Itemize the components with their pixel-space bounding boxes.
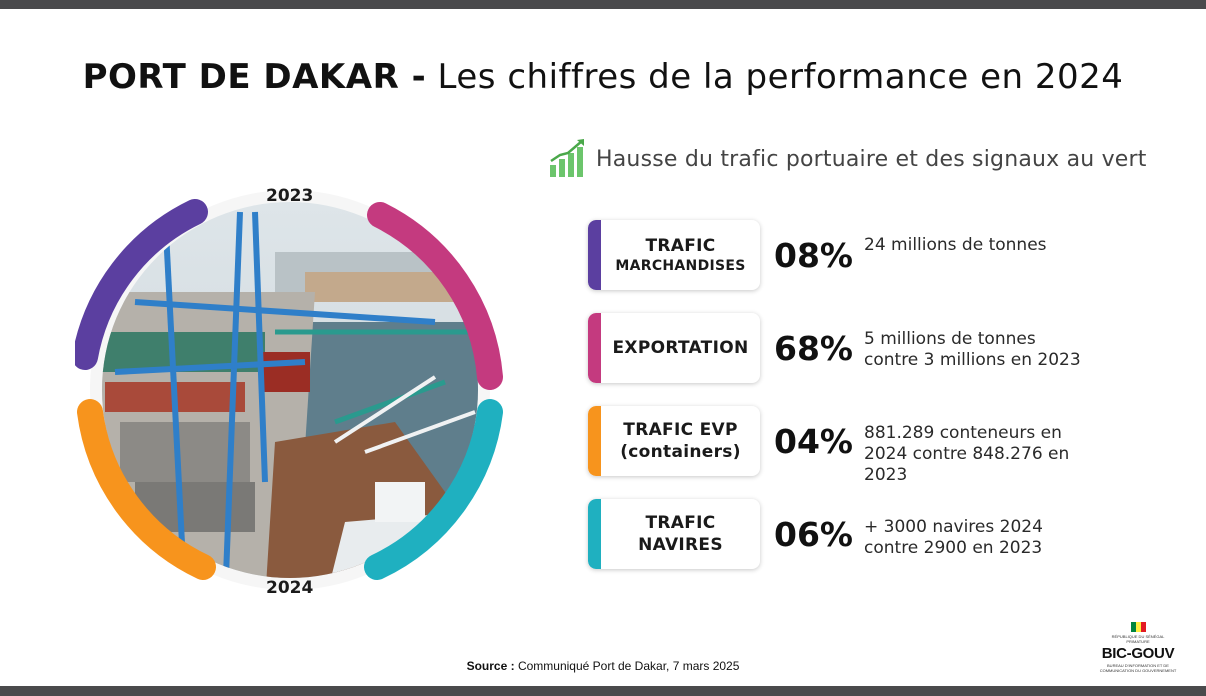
desc-line1: 24 millions de tonnes <box>864 235 1047 255</box>
stat-description: 5 millions de tonnes contre 3 millions e… <box>864 329 1124 371</box>
stat-description: 24 millions de tonnes <box>864 235 1124 256</box>
arc-magenta <box>367 202 503 390</box>
headline-text: Hausse du trafic portuaire et des signau… <box>596 146 1147 172</box>
desc-line2: 2024 contre 848.276 en <box>864 444 1070 464</box>
accent-bar <box>588 220 601 290</box>
accent-bar <box>588 406 601 476</box>
stat-label-card: TRAFIC EVP (containers) <box>588 406 760 476</box>
stat-label-line2: (containers) <box>620 442 741 462</box>
stat-description: 881.289 conteneurs en 2024 contre 848.27… <box>864 423 1124 486</box>
stat-label-line2: NAVIRES <box>638 535 723 555</box>
arc-teal <box>364 399 503 580</box>
source-note: Source : Communiqué Port de Dakar, 7 mar… <box>0 659 1206 673</box>
stat-row-marchandises: TRAFIC MARCHANDISES 08% 24 millions de t… <box>588 220 1188 290</box>
bottom-band <box>0 686 1206 696</box>
logo-name: BIC-GOUV <box>1101 645 1175 662</box>
year-2023-label: 2023 <box>266 186 314 206</box>
stat-row-exportation: EXPORTATION 68% 5 millions de tonnes con… <box>588 313 1188 383</box>
circle-graphic <box>75 190 503 590</box>
stat-label-card: EXPORTATION <box>588 313 760 383</box>
bar-chart-up-icon <box>550 139 584 177</box>
page-title: PORT DE DAKAR - Les chiffres de la perfo… <box>0 57 1206 97</box>
desc-line1: + 3000 navires 2024 <box>864 517 1043 537</box>
stat-description: + 3000 navires 2024 contre 2900 en 2023 <box>864 517 1124 559</box>
accent-bar <box>588 499 601 569</box>
source-label: Source : <box>466 659 515 673</box>
year-2024-label: 2024 <box>266 578 314 598</box>
logo-line4: COMMUNICATION DU GOUVERNEMENT <box>1099 668 1177 673</box>
bic-gouv-logo: RÉPUBLIQUE DU SÉNÉGAL PRIMATURE BIC-GOUV… <box>1090 622 1186 673</box>
arc-purple <box>75 199 208 370</box>
stat-row-evp: TRAFIC EVP (containers) 04% 881.289 cont… <box>588 406 1188 485</box>
stat-percent: 06% <box>774 514 853 554</box>
title-bold: PORT DE DAKAR - <box>82 57 427 97</box>
senegal-flag-icon <box>1131 622 1146 632</box>
desc-line1: 881.289 conteneurs en <box>864 423 1062 443</box>
logo-line3: BUREAU D'INFORMATION ET DE <box>1107 663 1169 668</box>
stat-percent: 68% <box>774 328 853 368</box>
arc-orange <box>77 399 216 580</box>
accent-bar <box>588 313 601 383</box>
source-text: Communiqué Port de Dakar, 7 mars 2025 <box>517 659 740 673</box>
stat-label-card: TRAFIC NAVIRES <box>588 499 760 569</box>
stat-percent: 04% <box>774 421 853 461</box>
title-rest: Les chiffres de la performance en 2024 <box>437 57 1124 97</box>
headline: Hausse du trafic portuaire et des signau… <box>548 137 1147 181</box>
stat-label-line1: TRAFIC <box>645 236 716 256</box>
stat-percent: 08% <box>774 235 853 275</box>
logo-line2: PRIMATURE <box>1126 639 1150 644</box>
desc-line2: contre 3 millions en 2023 <box>864 350 1081 370</box>
stat-row-navires: TRAFIC NAVIRES 06% + 3000 navires 2024 c… <box>588 499 1188 569</box>
port-photo-circle: 2023 2024 <box>75 182 505 602</box>
logo-line1: RÉPUBLIQUE DU SÉNÉGAL <box>1111 634 1165 639</box>
desc-line3: 2023 <box>864 465 908 485</box>
desc-line1: 5 millions de tonnes <box>864 329 1036 349</box>
stat-label-card: TRAFIC MARCHANDISES <box>588 220 760 290</box>
stat-label-line2: MARCHANDISES <box>615 258 746 274</box>
desc-line2: contre 2900 en 2023 <box>864 538 1043 558</box>
stat-label-line1: TRAFIC EVP <box>623 420 738 440</box>
stat-label-line1: TRAFIC <box>645 513 716 533</box>
stat-label-line1: EXPORTATION <box>612 338 749 358</box>
top-band <box>0 0 1206 9</box>
